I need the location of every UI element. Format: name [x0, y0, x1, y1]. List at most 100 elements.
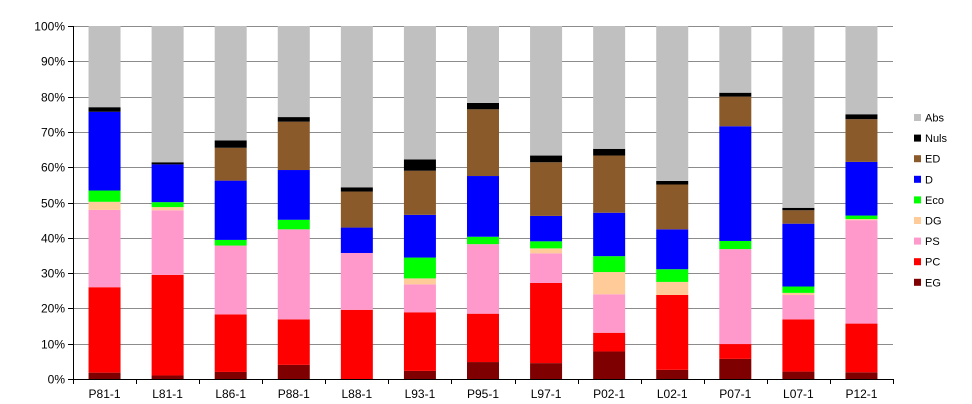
bar-segment-abs	[530, 26, 563, 156]
bar-segment-eco	[845, 215, 878, 220]
bar-segment-eco	[88, 190, 121, 202]
bar-segment-d	[719, 126, 752, 241]
legend-swatch-abs	[914, 114, 921, 121]
bar-segment-abs	[340, 26, 373, 188]
bar-segment-pc	[88, 287, 121, 373]
y-tick-label: 10%	[41, 338, 65, 352]
bar-segment-eg	[214, 371, 247, 379]
bar-segment-d	[656, 229, 689, 270]
bar-segment-pc	[656, 294, 689, 370]
x-tick-label: L97-1	[531, 387, 562, 401]
bar-segment-nuls	[151, 162, 184, 165]
x-tick-label: L02-1	[657, 387, 688, 401]
legend-label-abs: Abs	[925, 113, 944, 125]
bar-segment-dg	[593, 272, 626, 295]
bar-segment-ed	[782, 210, 815, 224]
legend-swatch-nuls	[914, 134, 921, 142]
bar-segment-eco	[403, 257, 436, 279]
bar-segment-eg	[467, 362, 499, 379]
bar-segment-eco	[151, 202, 184, 208]
bar-segment-eg	[530, 363, 563, 379]
bar-segment-eco	[277, 219, 310, 230]
bar-segment-dg	[88, 201, 121, 210]
legend-label-eco: Eco	[925, 195, 944, 207]
bar-segment-nuls	[593, 148, 626, 156]
bar-segment-nuls	[845, 114, 878, 120]
bar-segment-eg	[719, 358, 752, 379]
axes: 0% 10% 20% 30% 40% 50% 60% 70% 80% 90% 100% P81-1 L8…	[34, 20, 894, 401]
bar-segment-d	[151, 164, 184, 203]
x-tick-label: P12-1	[845, 387, 877, 401]
x-tick-label: P81-1	[89, 387, 121, 401]
bar-segment-pc	[151, 274, 184, 376]
bar-segment-ed	[656, 184, 689, 230]
legend-swatch-eco	[914, 196, 921, 204]
bar-segment-pc	[277, 319, 310, 365]
y-tick-label: 100%	[34, 20, 65, 34]
y-tick-label: 90%	[41, 55, 65, 69]
bar-segment-ed	[467, 109, 499, 177]
bar-segment-d	[782, 223, 815, 287]
bar-segment-nuls	[277, 117, 310, 122]
bar-segment-pc	[845, 323, 878, 373]
bar-segment-pc	[719, 344, 752, 359]
legend-label-dg: DG	[925, 216, 942, 228]
bar-segment-abs	[88, 26, 121, 108]
bar-segment-nuls	[656, 180, 689, 185]
bar-segment-dg	[403, 278, 436, 285]
bar-segment-dg	[151, 207, 184, 211]
y-tick-label: 0%	[48, 373, 66, 387]
bar-segment-d	[467, 176, 499, 237]
y-tick-label: 40%	[41, 232, 65, 246]
legend: Abs Nuls ED D Eco DG PS PC EG	[914, 113, 948, 289]
bar-segment-ps	[782, 294, 815, 320]
bar-segment-nuls	[403, 159, 436, 171]
bar-segment-abs	[845, 26, 878, 115]
bars	[88, 26, 878, 379]
bar-segment-pc	[403, 312, 436, 371]
bar-segment-eco	[530, 241, 563, 249]
bar-segment-d	[403, 214, 436, 258]
bar-segment-eg	[403, 370, 436, 379]
y-tick-label: 30%	[41, 267, 65, 281]
legend-label-pc: PC	[925, 257, 940, 269]
bar-segment-eg	[88, 372, 121, 379]
legend-swatch-pc	[914, 258, 921, 266]
x-tick-label: L88-1	[341, 387, 372, 401]
x-tick-label: L93-1	[405, 387, 436, 401]
bar-segment-eg	[277, 364, 310, 379]
bar-segment-eco	[593, 256, 626, 273]
x-tick-label: L81-1	[152, 387, 183, 401]
bar-segment-ps	[340, 252, 373, 310]
bar-segment-ps	[88, 209, 121, 288]
bar-segment-nuls	[214, 140, 247, 148]
bar-segment-pc	[530, 282, 563, 364]
bar-segment-eco	[214, 239, 247, 246]
legend-label-ps: PS	[925, 236, 940, 248]
legend-label-eg: EG	[925, 277, 941, 289]
y-tick-label: 50%	[41, 197, 65, 211]
bar-segment-pc	[593, 332, 626, 352]
bar-segment-ps	[593, 294, 626, 333]
bar-segment-nuls	[88, 107, 121, 112]
bar-segment-d	[593, 212, 626, 257]
bar-segment-nuls	[719, 92, 752, 97]
bar-segment-d	[214, 180, 247, 240]
bar-segment-d	[845, 161, 878, 216]
y-tick-label: 60%	[41, 161, 65, 175]
bar-segment-ed	[403, 170, 436, 215]
legend-swatch-eg	[914, 278, 921, 286]
bar-segment-ed	[277, 121, 310, 171]
bar-segment-ed	[530, 162, 563, 216]
legend-swatch-ps	[914, 237, 921, 245]
bar-segment-d	[530, 215, 563, 242]
x-tick-label: P95-1	[467, 387, 499, 401]
bar-segment-dg	[656, 281, 689, 295]
bar-segment-abs	[467, 26, 499, 103]
bar-segment-pc	[214, 314, 247, 372]
bar-segment-ps	[277, 229, 310, 320]
bar-segment-ed	[340, 191, 373, 228]
bar-segment-ps	[467, 244, 499, 314]
bar-segment-ps	[845, 220, 878, 324]
bar-segment-abs	[151, 26, 184, 163]
